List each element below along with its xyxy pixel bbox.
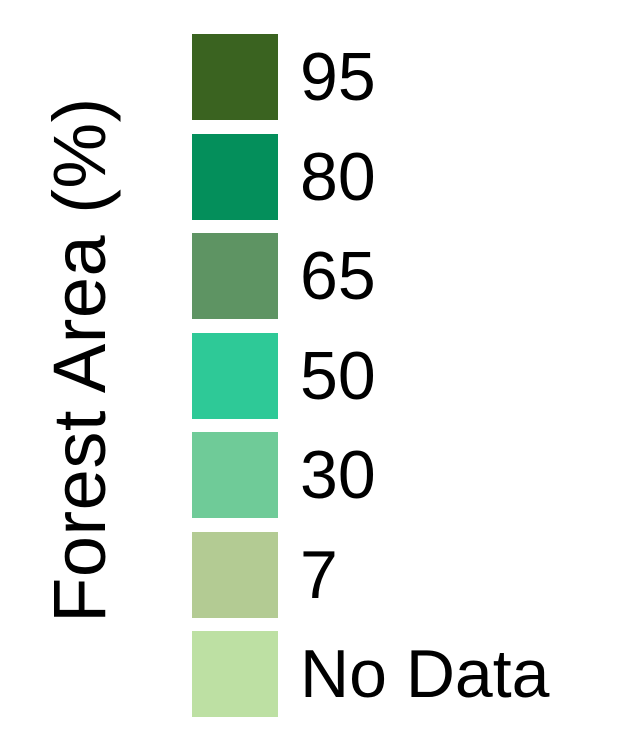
legend-label: 95: [300, 39, 376, 115]
legend-swatch: [192, 134, 278, 220]
legend-title-container: Forest Area (%): [38, 70, 121, 650]
legend-swatch: [192, 233, 278, 319]
legend-swatch: [192, 631, 278, 717]
legend-label: 50: [300, 338, 376, 414]
legend-swatch: [192, 34, 278, 120]
legend-swatch: [192, 432, 278, 518]
legend-swatch: [192, 333, 278, 419]
legend-label: 80: [300, 139, 376, 215]
legend-label: 65: [300, 238, 376, 314]
legend-label: No Data: [300, 636, 550, 712]
legend-label: 7: [300, 537, 338, 613]
legend-label: 30: [300, 437, 376, 513]
legend-title: Forest Area (%): [38, 97, 121, 623]
legend-swatch: [192, 532, 278, 618]
